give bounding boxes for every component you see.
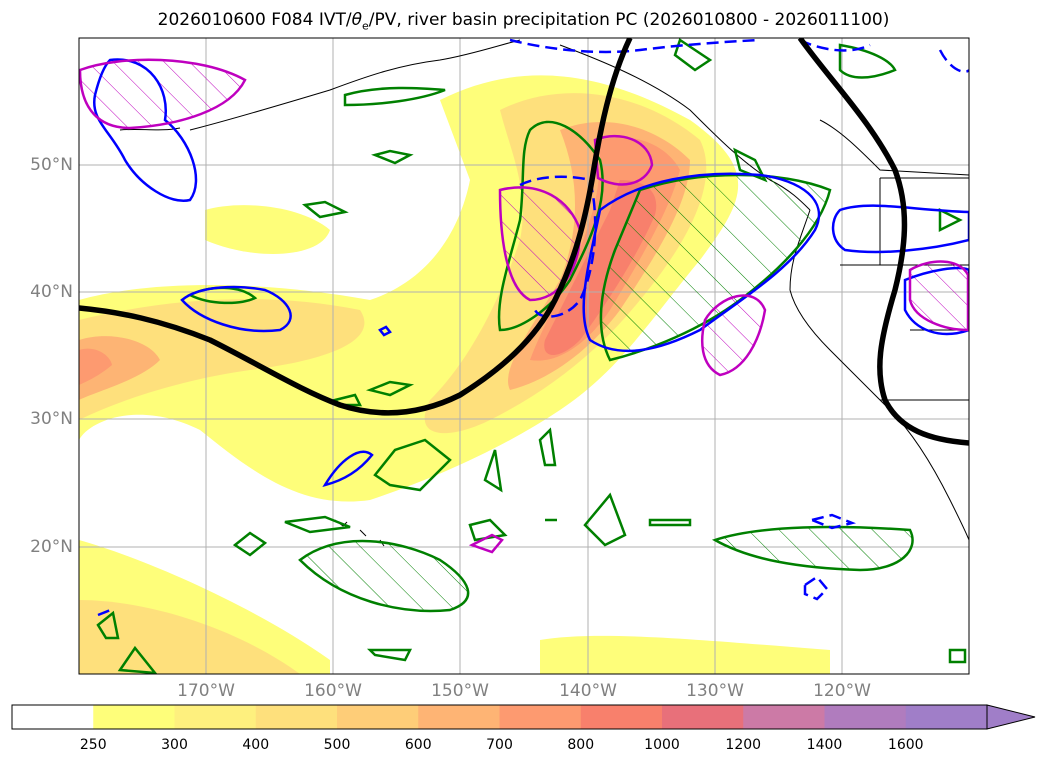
colorbar-tick-label: 500	[323, 737, 351, 753]
colorbar-tick-label: 250	[79, 737, 107, 753]
colorbar-cell	[255, 705, 338, 729]
colorbar-tick-label: 1400	[806, 737, 843, 753]
green-hatched-regions	[300, 175, 913, 611]
lon-label-170w: 170°W	[177, 681, 235, 701]
colorbar-tick-label: 1000	[644, 737, 680, 753]
colorbar-cell	[93, 705, 175, 729]
lat-label-40n: 40°N	[30, 282, 73, 302]
lat-label-50n: 50°N	[30, 155, 73, 175]
map-title: 2026010600 F084 IVT/θe/PV, river basin p…	[157, 10, 890, 33]
gridlines	[79, 38, 969, 674]
colorbar-cell	[580, 705, 663, 729]
colorbar-cell	[337, 705, 419, 729]
lon-label-150w: 150°W	[431, 681, 489, 701]
colorbar-cell	[905, 705, 988, 729]
map-frame	[78, 37, 970, 675]
magenta-contours	[79, 58, 969, 554]
colorbar-tick-label: 1600	[887, 737, 924, 753]
colorbar-cell	[743, 705, 825, 729]
colorbar	[11, 704, 1036, 730]
colorbar-tick-label: 300	[161, 737, 188, 753]
colorbar-tick-label: 700	[486, 737, 513, 753]
lat-label-20n: 20°N	[30, 537, 73, 557]
lat-label-30n: 30°N	[30, 409, 73, 429]
colorbar-tick-label: 600	[404, 737, 432, 753]
colorbar-cell	[12, 705, 94, 729]
colorbar-tick-label: 400	[242, 737, 270, 753]
colorbar-cell	[418, 705, 500, 729]
lon-label-130w: 130°W	[686, 681, 744, 701]
lon-label-160w: 160°W	[304, 681, 362, 701]
colorbar-cell	[824, 705, 907, 729]
lon-label-140w: 140°W	[559, 681, 617, 701]
colorbar-tick-label: 1200	[725, 737, 762, 753]
colorbar-cell	[499, 705, 582, 729]
blue-contours	[92, 58, 969, 487]
colorbar-tick-label: 800	[567, 737, 595, 753]
colorbar-cell	[662, 705, 744, 729]
colorbar-extend-arrow	[986, 704, 1036, 730]
black-contours	[79, 38, 969, 446]
lon-label-120w: 120°W	[813, 681, 871, 701]
colorbar-cell	[174, 705, 257, 729]
